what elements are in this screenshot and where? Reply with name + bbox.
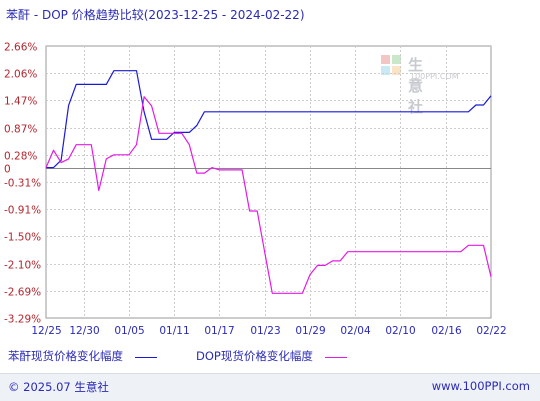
series-line-1 (46, 70, 492, 169)
y-tick-label: 0.28% (4, 151, 37, 163)
plot-border (45, 45, 492, 319)
x-tick-label: 01/11 (159, 325, 189, 337)
y-tick-label: 0.87% (4, 124, 37, 136)
x-tick-label: 02/16 (431, 325, 462, 337)
watermark-url: 100PPI.COM (410, 72, 459, 81)
y-tick-label: -3.29% (4, 314, 41, 326)
x-tick-label: 01/05 (114, 325, 144, 337)
y-tick-label: 2.66% (4, 42, 37, 54)
legend-series-1-label: 苯酐现货价格变化幅度 (8, 349, 123, 363)
watermark-logo: 生意社 100PPI.COM (378, 52, 459, 116)
footer-bar: © 2025.07 生意社 www.100PPI.com (0, 373, 540, 401)
legend-series-1: 苯酐现货价格变化幅度 (8, 348, 157, 364)
x-tick-label: 02/04 (340, 325, 371, 337)
y-tick-label: -2.10% (4, 260, 41, 272)
y-tick-label: 0 (4, 164, 11, 176)
x-tick-label: 12/30 (69, 325, 99, 337)
x-tick-label: 02/22 (476, 325, 506, 337)
x-tick-label: 01/17 (204, 325, 234, 337)
x-tick-label: 01/23 (250, 325, 280, 337)
site-url-link[interactable]: www.100PPI.com (431, 379, 530, 393)
y-tick-label: -0.31% (4, 178, 41, 190)
y-tick-label: 2.06% (4, 69, 37, 81)
chart-title: 苯酐 - DOP 价格趋势比较(2023-12-25 - 2024-02-22) (6, 8, 305, 22)
series-line-2 (45, 96, 492, 294)
x-tick-label: 12/25 (31, 325, 61, 337)
legend-series-2: DOP现货价格变化幅度 (196, 348, 347, 364)
chart-plot: 2.66% 2.06% 1.47% 0.87% 0.28%0 -0.31% -0.91% -1… (4, 42, 507, 338)
watermark-name: 生意社 (408, 56, 426, 116)
legend-series-1-swatch (135, 356, 157, 358)
y-tick-label: -0.91% (4, 205, 41, 217)
y-tick-label: -2.69% (4, 287, 41, 299)
watermark-icon (381, 55, 401, 75)
legend-series-2-label: DOP现货价格变化幅度 (196, 349, 313, 363)
legend-series-2-swatch (324, 356, 347, 358)
y-tick-label: 1.47% (4, 96, 37, 108)
x-tick-label: 01/29 (295, 325, 325, 337)
y-tick-label: -1.50% (4, 232, 41, 244)
x-tick-label: 02/10 (385, 325, 415, 337)
copyright-text: © 2025.07 生意社 (8, 380, 109, 394)
